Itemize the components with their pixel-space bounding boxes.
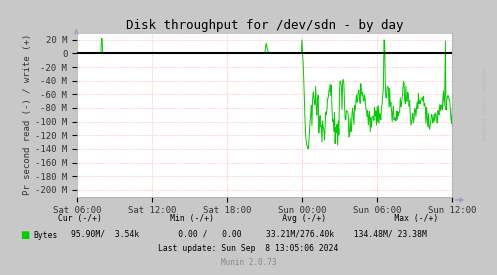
Text: Cur (-/+)              Min (-/+)              Avg (-/+)              Max (-/+): Cur (-/+) Min (-/+) Avg (-/+) Max (-/+) [58, 214, 439, 223]
Title: Disk throughput for /dev/sdn - by day: Disk throughput for /dev/sdn - by day [126, 19, 404, 32]
Text: 95.90M/  3.54k        0.00 /   0.00     33.21M/276.40k    134.48M/ 23.38M: 95.90M/ 3.54k 0.00 / 0.00 33.21M/276.40k… [71, 230, 426, 238]
Y-axis label: Pr second read (-) / write (+): Pr second read (-) / write (+) [23, 34, 32, 196]
Text: RRDTOOL / TOBI OETIKER: RRDTOOL / TOBI OETIKER [481, 69, 486, 140]
Text: Bytes: Bytes [34, 231, 58, 240]
Text: ■: ■ [20, 230, 29, 240]
Text: Munin 2.0.73: Munin 2.0.73 [221, 258, 276, 266]
Text: Last update: Sun Sep  8 13:05:06 2024: Last update: Sun Sep 8 13:05:06 2024 [159, 244, 338, 253]
